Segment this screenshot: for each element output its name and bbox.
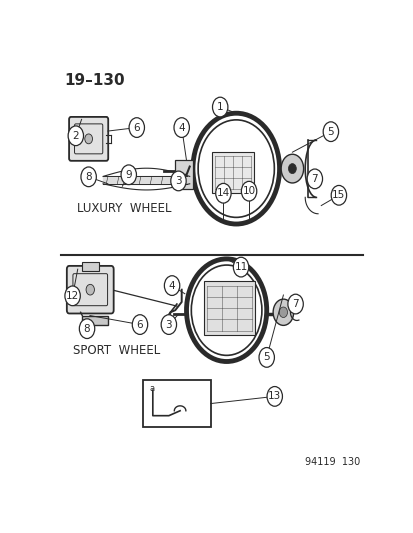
Circle shape	[79, 319, 95, 338]
Bar	[82, 316, 108, 325]
Text: 8: 8	[83, 324, 90, 334]
Text: 5: 5	[327, 127, 333, 136]
Bar	[82, 262, 98, 271]
Circle shape	[323, 122, 338, 142]
Text: SPORT  WHEEL: SPORT WHEEL	[72, 344, 159, 357]
Text: 12: 12	[66, 291, 79, 301]
Text: 3: 3	[175, 176, 181, 186]
Circle shape	[171, 171, 186, 191]
Text: 8: 8	[85, 172, 92, 182]
Text: 4: 4	[169, 280, 175, 290]
Circle shape	[280, 154, 303, 183]
Circle shape	[279, 307, 287, 318]
Circle shape	[241, 181, 256, 201]
Text: 7: 7	[292, 299, 298, 309]
Circle shape	[164, 276, 179, 295]
Circle shape	[86, 284, 94, 295]
Circle shape	[330, 185, 346, 205]
Text: 2: 2	[72, 131, 79, 141]
Bar	[204, 281, 255, 335]
Text: 15: 15	[332, 190, 345, 200]
Circle shape	[287, 294, 303, 314]
Bar	[211, 152, 253, 193]
Circle shape	[68, 126, 83, 146]
Circle shape	[161, 314, 176, 334]
Circle shape	[266, 386, 282, 406]
Circle shape	[129, 118, 144, 138]
Circle shape	[233, 257, 248, 277]
FancyBboxPatch shape	[66, 266, 114, 313]
Text: 4: 4	[178, 123, 185, 133]
Text: 3: 3	[165, 320, 172, 329]
Circle shape	[132, 314, 147, 334]
Text: 13: 13	[268, 391, 281, 401]
Text: 11: 11	[234, 262, 247, 272]
Circle shape	[85, 134, 92, 144]
Text: 14: 14	[216, 188, 230, 198]
Text: 6: 6	[136, 320, 143, 329]
Text: 10: 10	[242, 186, 255, 196]
Text: 94119  130: 94119 130	[304, 457, 359, 467]
Text: a: a	[149, 384, 154, 393]
Text: 5: 5	[263, 352, 269, 362]
Text: 6: 6	[133, 123, 140, 133]
Text: LUXURY  WHEEL: LUXURY WHEEL	[77, 202, 171, 215]
Text: 19–130: 19–130	[64, 73, 125, 88]
Circle shape	[306, 169, 322, 189]
Circle shape	[288, 164, 296, 174]
Circle shape	[65, 286, 80, 306]
Text: 9: 9	[125, 170, 132, 180]
FancyBboxPatch shape	[69, 117, 108, 161]
Circle shape	[121, 165, 136, 184]
Circle shape	[215, 183, 230, 203]
Circle shape	[273, 299, 293, 325]
Circle shape	[173, 118, 189, 138]
Bar	[143, 380, 210, 427]
Circle shape	[259, 348, 274, 367]
Circle shape	[212, 97, 227, 117]
Bar	[175, 160, 192, 189]
Circle shape	[81, 167, 96, 187]
Text: 7: 7	[311, 174, 318, 184]
Text: 1: 1	[216, 102, 223, 112]
